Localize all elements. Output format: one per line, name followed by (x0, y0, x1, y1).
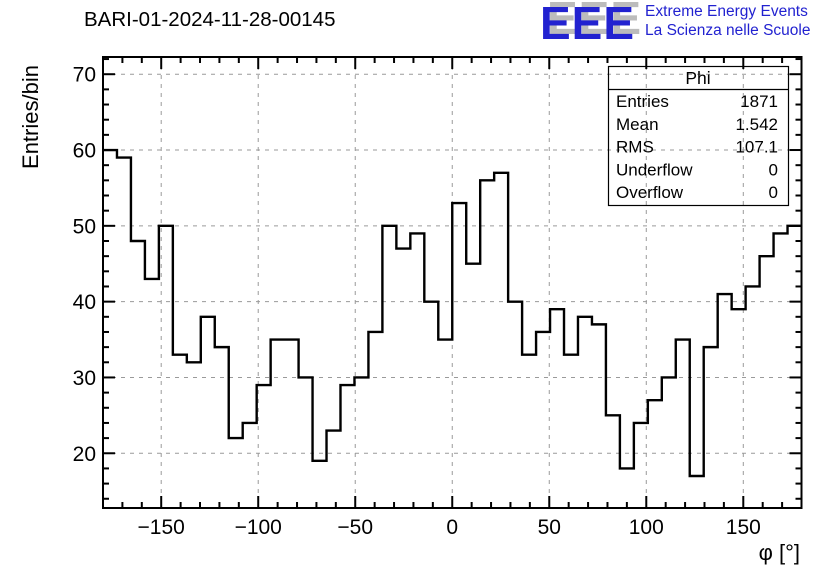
eee-logo-caption: Extreme Energy Events La Scienza nelle S… (645, 3, 810, 40)
x-axis-title: φ [°] (759, 540, 800, 565)
stat-row-label: Entries (616, 92, 669, 111)
stat-row-label: RMS (616, 138, 654, 157)
axis-ticks (103, 57, 802, 508)
x-tick-label: 0 (446, 516, 458, 539)
y-tick-label: 20 (73, 443, 96, 466)
stat-box-header: Phi (685, 68, 710, 88)
eee-logo-line1: Extreme Energy Events (645, 3, 808, 20)
histogram-step-line (103, 148, 802, 478)
y-tick-label: 60 (73, 140, 96, 163)
page-title: BARI-01-2024-11-28-00145 (84, 8, 336, 31)
y-tick-label: 50 (73, 215, 96, 238)
x-tick-label: 150 (726, 516, 761, 539)
eee-logo-letters: EEE (540, 0, 636, 49)
x-tick-label: −50 (337, 516, 373, 539)
y-axis-title: Entries/bin (18, 65, 43, 169)
stat-row-value: 0 (769, 160, 778, 179)
eee-logo-line2: La Scienza nelle Scuole (645, 21, 811, 39)
stat-row-value: 107.1 (735, 138, 778, 157)
axis-tick-labels: −150 −100 −50 0 50 100 150 20 30 40 50 60 70 (73, 64, 761, 539)
x-tick-label: 100 (629, 516, 664, 539)
stat-row-value: 1871 (740, 92, 778, 111)
stat-row-label: Overflow (616, 183, 684, 202)
y-tick-label: 70 (73, 64, 96, 87)
stat-row-value: 1.542 (735, 115, 778, 134)
stat-box-border (607, 65, 790, 207)
x-tick-label: −150 (138, 516, 185, 539)
x-tick-label: −100 (235, 516, 282, 539)
eee-logo: EEE Extreme Energy Events La Scienza nel… (540, 0, 811, 46)
x-tick-label: 50 (538, 516, 561, 539)
stat-row-value: 0 (769, 183, 778, 202)
y-tick-label: 40 (73, 291, 96, 314)
stat-row-label: Mean (616, 115, 659, 134)
stat-box-rows: Entries 1871 Mean 1.542 RMS 107.1 Underflow 0 Ov… (616, 92, 778, 202)
stat-row-label: Underflow (616, 160, 693, 179)
stat-box: Phi Entries 1871 Mean 1.542 RMS 107.1 Underflo… (607, 65, 790, 207)
y-tick-label: 30 (73, 367, 96, 390)
